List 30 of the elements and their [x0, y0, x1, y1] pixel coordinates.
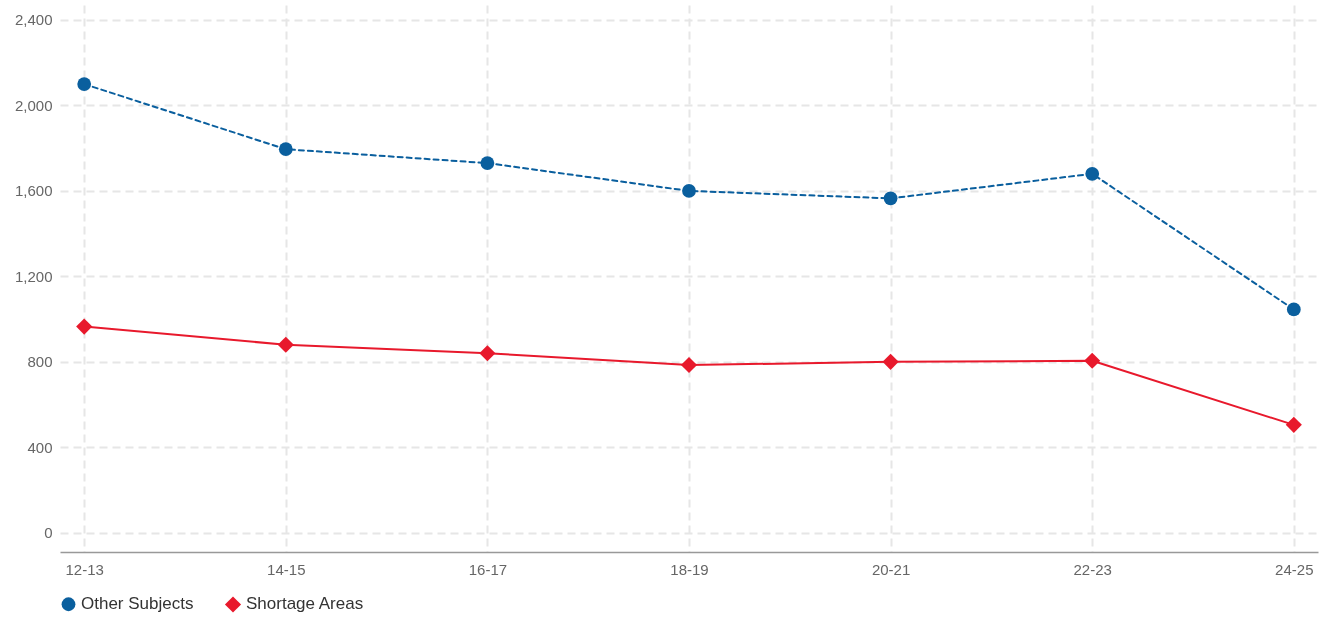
point [883, 191, 898, 206]
point [882, 353, 899, 370]
y-tick-label: 400 [27, 438, 53, 456]
y-tick-label: 0 [44, 524, 53, 542]
x-tick-label: 14-15 [267, 560, 306, 578]
y-tick-label: 800 [27, 353, 53, 371]
point [1084, 352, 1101, 369]
point [278, 142, 293, 157]
point [1286, 302, 1301, 317]
y-tick-label: 2,400 [14, 11, 53, 29]
legend-label: Shortage Areas [246, 594, 364, 614]
y-tick-label: 2,000 [14, 96, 53, 114]
x-tick-label: 12-13 [65, 560, 104, 578]
x-tick-label: 16-17 [468, 560, 508, 578]
point [480, 156, 495, 170]
x-tick-label: 18-19 [670, 560, 709, 578]
point [680, 356, 698, 374]
point [1285, 416, 1302, 433]
point [77, 77, 92, 91]
x-tick-label: 22-23 [1073, 560, 1112, 578]
point [76, 318, 93, 335]
point [682, 184, 696, 198]
y-tick-label: 1,600 [14, 182, 53, 200]
legend-label: Other Subjects [81, 594, 194, 614]
x-tick-label: 20-21 [871, 560, 911, 578]
x-tick-label: 24-25 [1275, 560, 1314, 578]
point [277, 336, 294, 353]
point [479, 345, 496, 362]
point [1085, 166, 1100, 181]
y-tick-label: 1,200 [14, 267, 53, 285]
